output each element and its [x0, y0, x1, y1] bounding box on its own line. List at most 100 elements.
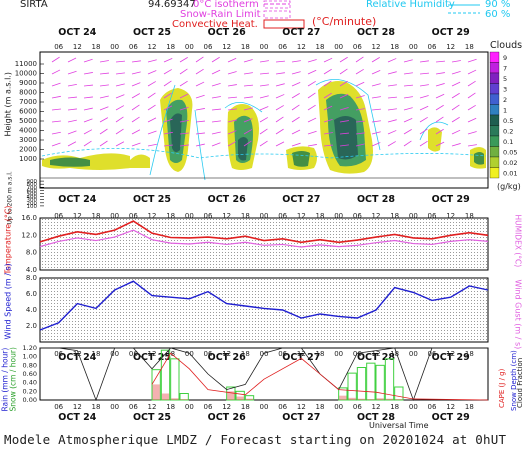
hour-tick-label: 18 [92, 43, 101, 51]
day-label: OCT 26 [208, 27, 246, 38]
hour-tick-label: 12 [372, 350, 381, 358]
time-axis-label: Universal Time [369, 421, 429, 430]
height-tick: 900 [27, 179, 38, 185]
hour-tick-label: 06 [204, 403, 213, 411]
wind-arrow [99, 117, 109, 123]
snow-bar [338, 387, 348, 401]
wind-arrow [387, 58, 397, 63]
wind-arrow [323, 57, 333, 63]
temperature-line [39, 220, 489, 244]
day-label: OCT 26 [208, 412, 246, 423]
wind-arrow [179, 106, 189, 111]
hour-tick-label: 18 [390, 350, 399, 358]
rain-bar [245, 398, 254, 400]
hour-tick-label: 00 [185, 43, 194, 51]
wind-arrow [259, 117, 268, 123]
wind-arrow [275, 83, 285, 87]
wind-arrow [339, 80, 348, 87]
wind-arrow [115, 60, 125, 63]
wind-arrow [307, 59, 317, 63]
colorbar-tick: 0.05 [503, 149, 517, 157]
wind-arrow [195, 94, 205, 99]
wind-arrow [355, 143, 365, 147]
wind-arrow [403, 72, 413, 75]
wind-arrow [371, 69, 381, 75]
wind-arrow [115, 72, 125, 75]
wind-arrow [211, 82, 221, 87]
wind-arrow [387, 119, 397, 123]
hour-tick-label: 12 [372, 43, 381, 51]
wind-arrow [131, 71, 141, 75]
temp-tick: 8.0 [26, 249, 37, 257]
wind-arrow [67, 96, 77, 99]
wind-arrow [243, 118, 253, 123]
hour-tick-label: 12 [222, 350, 231, 358]
cape-line [151, 352, 489, 401]
snow-bar [394, 386, 404, 401]
wind-arrow [291, 93, 300, 99]
hour-tick-label: 06 [129, 350, 138, 358]
day-label: OCT 25 [133, 412, 171, 423]
hour-tick-label: 06 [204, 350, 213, 358]
height-tick: 10000 [15, 70, 37, 78]
wind-arrow [243, 140, 252, 147]
wind-arrow [307, 92, 316, 99]
hour-tick-label: 00 [334, 350, 343, 358]
hour-tick-label: 18 [316, 403, 325, 411]
hour-tick-label: 00 [260, 212, 269, 220]
colorbar-tick: 1 [503, 107, 507, 115]
day-label: OCT 25 [133, 352, 171, 363]
day-label: OCT 28 [357, 27, 395, 38]
wind-arrow [211, 96, 221, 99]
wind-arrow [147, 70, 157, 75]
day-label: OCT 26 [208, 352, 246, 363]
wind-arrow [227, 119, 237, 123]
wind-arrow [163, 69, 172, 75]
wind-arrow [323, 68, 332, 75]
height-tick: 8000 [19, 89, 37, 97]
wind-arrow [211, 69, 221, 75]
wind-arrow [339, 107, 349, 111]
wind-arrow [355, 120, 365, 123]
wind-arrow [131, 60, 141, 63]
colorbar-tick: 7 [503, 65, 507, 73]
day-label: OCT 29 [432, 352, 470, 363]
wind-arrow [467, 58, 477, 63]
hour-tick-label: 12 [297, 43, 306, 51]
wind-arrow [371, 108, 381, 111]
wind-arrow [291, 71, 301, 75]
hour-tick-label: 00 [409, 403, 418, 411]
temp-tick: 12.0 [21, 231, 37, 239]
colorbar-tick: 0.5 [503, 117, 513, 125]
rain-bar [161, 393, 170, 400]
hour-tick-label: 18 [92, 212, 101, 220]
colorbar-swatch [489, 51, 500, 63]
hour-tick-label: 00 [260, 403, 269, 411]
wind-arrow [83, 118, 93, 123]
hour-tick-label: 06 [353, 212, 362, 220]
hour-tick-label: 18 [316, 43, 325, 51]
wind-arrow [339, 120, 349, 123]
wind-arrow [467, 117, 477, 123]
hour-tick-label: 06 [353, 403, 362, 411]
cloud-fraction-line [40, 347, 488, 402]
legend-isotherm: 0°C isotherm [193, 0, 259, 10]
hour-tick-label: 00 [185, 403, 194, 411]
wind-arrow [131, 93, 141, 99]
wind-arrow [163, 118, 173, 123]
wind-arrow [99, 95, 109, 99]
hour-tick-label: 00 [110, 403, 119, 411]
colorbar-swatch [489, 104, 500, 116]
wind-arrow [291, 116, 300, 123]
day-label: OCT 25 [133, 27, 171, 38]
height-axis-label: Height (m a.s.l.) [3, 72, 13, 137]
wind-arrow [419, 116, 428, 123]
wind-arrow [163, 80, 172, 87]
day-label: OCT 29 [432, 27, 470, 38]
wind-arrow [435, 128, 444, 135]
wind-arrow [51, 142, 61, 147]
snow-bar [244, 395, 255, 401]
height-tick: 300 [27, 198, 38, 204]
hour-tick-label: 06 [54, 212, 63, 220]
